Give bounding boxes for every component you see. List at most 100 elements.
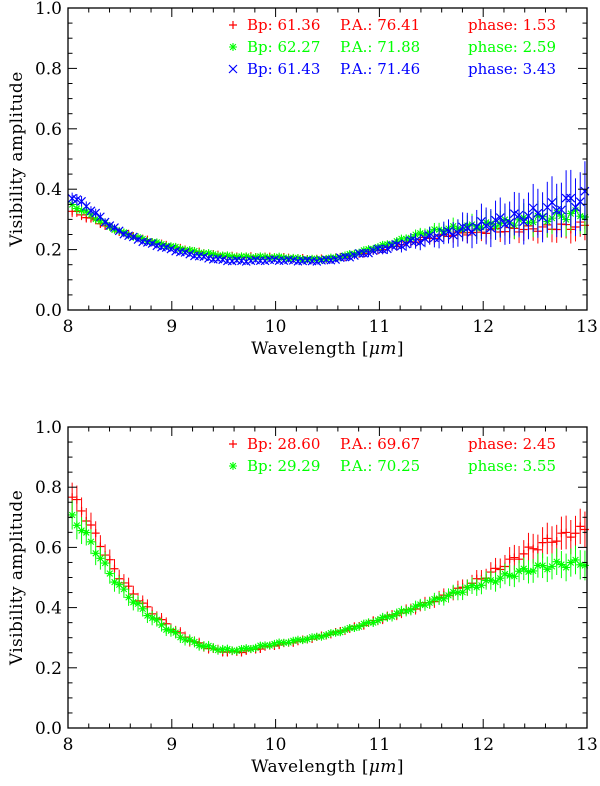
marker-plus — [105, 555, 114, 564]
marker-asterisk — [308, 633, 317, 642]
chart-panel-2: 8 9 10 11 12 13 0.0 0.2 0.4 0.6 0.8 1.0 Wavelength [… — [7, 418, 598, 777]
marker-asterisk — [326, 629, 335, 638]
marker-asterisk — [237, 644, 246, 653]
marker-asterisk — [543, 565, 552, 574]
data-layer-1 — [67, 161, 590, 266]
marker-asterisk — [496, 574, 505, 583]
data-point — [383, 612, 392, 622]
data-point — [275, 638, 284, 647]
data-point — [261, 641, 270, 650]
marker-asterisk — [86, 537, 95, 546]
data-point — [388, 611, 397, 622]
data-point — [72, 193, 82, 206]
marker-cross — [491, 215, 500, 225]
marker-asterisk — [157, 620, 166, 629]
data-point — [185, 246, 194, 255]
y-tick-label: 0.0 — [35, 301, 62, 321]
legend-phase: phase: 3.43 — [468, 60, 556, 78]
marker-cross — [119, 229, 129, 239]
marker-asterisk — [204, 641, 213, 650]
marker-plus — [533, 545, 542, 554]
data-point — [453, 585, 462, 601]
legend-bp: Bp: 29.29 — [247, 457, 320, 475]
marker-asterisk — [341, 625, 350, 634]
marker-cross — [547, 197, 557, 207]
data-point — [425, 596, 434, 609]
data-point — [218, 251, 227, 260]
x-tick-label: 9 — [166, 317, 177, 337]
data-point — [77, 517, 86, 545]
data-point — [448, 222, 458, 248]
data-point — [571, 515, 580, 551]
marker-cross — [420, 234, 430, 244]
marker-asterisk — [444, 591, 453, 600]
data-point — [533, 553, 542, 578]
data-point — [406, 604, 415, 616]
y-tick-label: 0.8 — [35, 478, 62, 498]
data-point — [538, 553, 547, 579]
marker-asterisk — [209, 250, 218, 259]
marker-asterisk — [270, 639, 279, 648]
data-point — [355, 622, 364, 631]
data-point — [223, 644, 232, 654]
marker-asterisk — [246, 253, 255, 262]
data-point — [171, 626, 180, 639]
data-point — [237, 644, 246, 653]
data-point — [152, 612, 161, 627]
y-tick-label: 0.4 — [35, 180, 62, 200]
data-point — [195, 640, 204, 651]
data-point — [486, 209, 496, 248]
marker-asterisk — [406, 605, 415, 614]
data-point — [566, 169, 576, 227]
legend-marker-cross — [228, 64, 238, 74]
data-point — [364, 248, 373, 258]
data-point — [538, 527, 547, 559]
data-point — [72, 485, 81, 514]
data-point — [444, 219, 453, 244]
x-tick-label: 8 — [63, 735, 74, 755]
marker-asterisk — [185, 635, 194, 644]
marker-plus — [566, 533, 575, 542]
data-point — [114, 226, 124, 236]
marker-asterisk — [251, 643, 260, 652]
marker-asterisk — [72, 521, 81, 530]
marker-cross — [514, 210, 524, 220]
y-axis-title: Visibility amplitude — [7, 490, 27, 666]
data-point — [486, 570, 495, 590]
marker-cross — [444, 226, 453, 236]
marker-asterisk — [115, 580, 124, 589]
data-point — [91, 208, 101, 218]
marker-asterisk — [237, 252, 246, 261]
data-point — [435, 592, 444, 606]
legend-1: Bp: 61.36 P.A.: 76.41 phase: 1.53 Bp: 62.27… — [228, 16, 556, 78]
data-point — [453, 219, 463, 247]
x-tick-label: 11 — [369, 317, 391, 337]
data-point — [556, 182, 566, 238]
data-point — [505, 201, 515, 244]
legend-phase: phase: 2.45 — [468, 435, 556, 453]
data-point — [209, 250, 218, 259]
data-point — [341, 625, 350, 634]
marker-asterisk — [124, 593, 133, 602]
data-point — [349, 251, 359, 261]
data-point — [543, 556, 552, 583]
marker-asterisk — [420, 601, 429, 610]
marker-cross — [166, 244, 176, 254]
marker-plus — [110, 564, 119, 573]
data-point — [218, 644, 227, 654]
data-point — [444, 588, 453, 603]
x-axis-title-unit: μm — [369, 339, 397, 359]
data-point — [105, 221, 115, 230]
marker-cross — [481, 221, 491, 231]
marker-asterisk — [359, 619, 368, 628]
marker-asterisk — [435, 594, 444, 603]
marker-asterisk — [345, 624, 354, 633]
marker-cross — [128, 232, 138, 242]
marker-plus — [557, 529, 566, 538]
marker-asterisk — [96, 217, 105, 226]
marker-asterisk — [275, 252, 284, 261]
data-point — [529, 558, 538, 583]
legend-bp: Bp: 62.27 — [247, 38, 320, 56]
marker-asterisk — [242, 252, 251, 261]
marker-asterisk — [176, 633, 185, 642]
